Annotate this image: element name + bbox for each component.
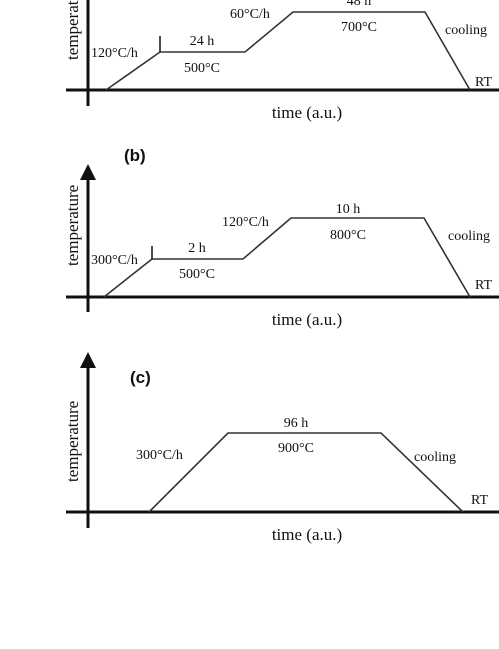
- panel-c-x-axis-label: time (a.u.): [272, 525, 342, 544]
- panel-c-y-axis-label: temperature: [63, 401, 82, 482]
- panel-b: (b) temperature time (a.u.) 300°C/h 2 h …: [63, 146, 499, 329]
- panel-b-hold1-time: 2 h: [188, 241, 206, 256]
- panel-b-ramp2-rate: 120°C/h: [222, 215, 269, 230]
- panel-b-hold2-temp: 800°C: [330, 228, 366, 243]
- panel-b-hold1-temp: 500°C: [179, 267, 215, 282]
- panel-b-cooling-label: cooling: [448, 229, 490, 244]
- panel-b-ramp1-rate: 300°C/h: [91, 253, 138, 268]
- panel-a-ramp2-rate: 60°C/h: [230, 7, 270, 22]
- panel-c-hold1-time: 96 h: [284, 416, 309, 431]
- panel-c-ramp1-rate: 300°C/h: [136, 448, 183, 463]
- panel-c-hold1-temp: 900°C: [278, 441, 314, 456]
- panel-a-cooling-label: cooling: [445, 23, 487, 38]
- panel-a-x-axis-label: time (a.u.): [272, 103, 342, 122]
- panel-b-rt-label: RT: [475, 278, 492, 293]
- panel-b-hold2-time: 10 h: [336, 202, 361, 217]
- panel-a: temperature time (a.u.) 120°C/h 24 h 500…: [63, 0, 499, 122]
- panel-c-label: (c): [130, 368, 151, 387]
- panel-a-rt-label: RT: [475, 75, 492, 90]
- panel-c-rt-label: RT: [471, 493, 488, 508]
- panel-b-y-axis-arrowhead: [80, 164, 96, 180]
- panel-b-y-axis-label: temperature: [63, 185, 82, 266]
- panel-a-y-axis-label: temperature: [63, 0, 82, 60]
- panel-a-hold2-time: 48 h: [347, 0, 372, 9]
- panel-b-x-axis-label: time (a.u.): [272, 310, 342, 329]
- panel-c-temperature-profile: [148, 432, 464, 513]
- panel-a-hold2-temp: 700°C: [341, 20, 377, 35]
- panel-c-cooling-label: cooling: [414, 450, 456, 465]
- panel-b-temperature-profile: [103, 217, 471, 298]
- panel-b-label: (b): [124, 146, 146, 165]
- panel-c: (c) temperature time (a.u.) 300°C/h 96 h…: [63, 352, 499, 544]
- panel-a-hold1-temp: 500°C: [184, 61, 220, 76]
- panel-c-y-axis-arrowhead: [80, 352, 96, 368]
- panel-a-temperature-profile: [105, 11, 471, 91]
- panel-a-hold1-time: 24 h: [190, 34, 215, 49]
- panel-a-ramp1-rate: 120°C/h: [91, 46, 138, 61]
